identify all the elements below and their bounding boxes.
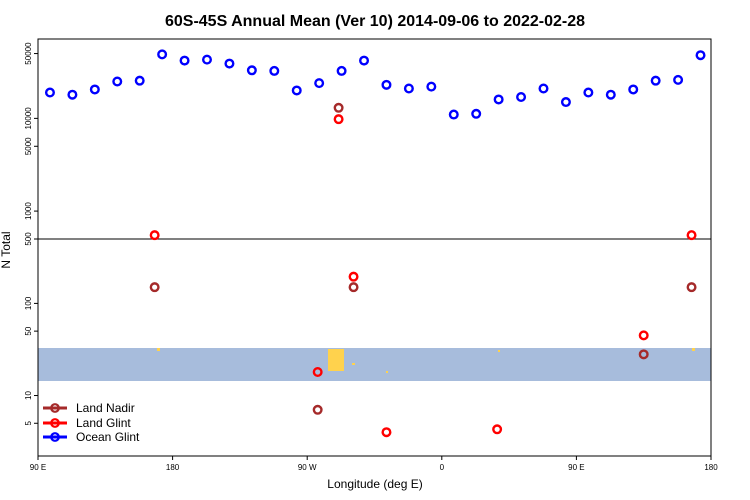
- data-points: [44, 49, 706, 438]
- point-ocean-glint: [67, 89, 78, 100]
- point-ocean-glint: [112, 76, 123, 87]
- point-ocean-glint: [650, 75, 661, 86]
- point-ocean-glint: [291, 85, 302, 96]
- point-ocean-glint: [201, 54, 212, 65]
- point-ocean-glint: [448, 109, 459, 120]
- point-ocean-glint: [403, 83, 414, 94]
- point-land-glint: [348, 271, 359, 282]
- point-land-glint: [686, 230, 697, 241]
- legend-item-land-glint: Land Glint: [43, 416, 131, 430]
- x-tick-label: 0: [440, 463, 445, 472]
- point-ocean-glint: [583, 87, 594, 98]
- land-patches: [157, 348, 695, 373]
- x-tick-label: 180: [704, 463, 718, 472]
- ocean-band: [38, 348, 711, 381]
- y-tick-label: 50: [24, 326, 33, 335]
- land-patch: [386, 371, 388, 373]
- x-tick-label: 90 E: [568, 463, 584, 472]
- point-ocean-glint: [471, 108, 482, 119]
- y-tick-label: 5: [24, 420, 33, 425]
- point-ocean-glint: [381, 79, 392, 90]
- y-tick-label: 10: [24, 391, 33, 400]
- point-ocean-glint: [359, 55, 370, 66]
- legend-label-land-nadir: Land Nadir: [76, 401, 135, 415]
- point-ocean-glint: [157, 49, 168, 60]
- point-ocean-glint: [493, 94, 504, 105]
- map-band: [38, 348, 711, 381]
- legend-marker: [50, 403, 60, 413]
- point-ocean-glint: [673, 74, 684, 85]
- point-land-glint: [312, 367, 323, 378]
- point-ocean-glint: [269, 65, 280, 76]
- land-patch: [498, 350, 500, 352]
- point-land-nadir: [638, 349, 649, 360]
- land-patch: [332, 356, 342, 366]
- y-tick-label: 500: [24, 232, 33, 246]
- point-ocean-glint: [605, 89, 616, 100]
- point-ocean-glint: [314, 78, 325, 89]
- axis-ticks: 90 E 180 90 W 0 90 E 180 1000 5000 10000 50000 5 10…: [24, 42, 718, 472]
- point-ocean-glint: [179, 55, 190, 66]
- y-tick-label: 10000: [24, 107, 33, 130]
- legend-marker: [50, 418, 60, 428]
- point-ocean-glint: [695, 50, 706, 61]
- point-ocean-glint: [516, 92, 527, 103]
- x-tick-label: 180: [166, 463, 180, 472]
- point-ocean-glint: [560, 97, 571, 108]
- legend: Land Nadir Land Glint Ocean Glint: [43, 401, 140, 444]
- legend-label-ocean-glint: Ocean Glint: [76, 430, 140, 444]
- point-land-nadir: [686, 282, 697, 293]
- point-land-nadir: [348, 282, 359, 293]
- plot-frame: [37, 38, 712, 457]
- y-tick-label: 1000: [24, 202, 33, 220]
- point-ocean-glint: [89, 84, 100, 95]
- legend-item-land-nadir: Land Nadir: [43, 401, 135, 415]
- legend-label-land-glint: Land Glint: [76, 416, 131, 430]
- point-land-glint: [149, 230, 160, 241]
- y-tick-label: 100: [24, 296, 33, 310]
- point-ocean-glint: [426, 81, 437, 92]
- land-patch: [692, 348, 695, 351]
- point-ocean-glint: [628, 84, 639, 95]
- x-tick-label: 90 E: [30, 463, 46, 472]
- x-tick-label: 90 W: [298, 463, 317, 472]
- point-ocean-glint: [246, 65, 257, 76]
- y-tick-label: 5000: [24, 137, 33, 155]
- chart-title: 60S-45S Annual Mean (Ver 10) 2014-09-06 …: [165, 13, 585, 30]
- point-ocean-glint: [224, 58, 235, 69]
- point-land-glint: [492, 424, 503, 435]
- point-land-glint: [381, 427, 392, 438]
- x-axis-label: Longitude (deg E): [327, 477, 422, 491]
- legend-marker: [50, 432, 60, 442]
- legend-item-ocean-glint: Ocean Glint: [43, 430, 140, 444]
- point-land-glint: [333, 114, 344, 125]
- point-ocean-glint: [134, 75, 145, 86]
- land-patch: [352, 363, 355, 365]
- point-land-nadir: [333, 102, 344, 113]
- point-land-glint: [638, 330, 649, 341]
- point-ocean-glint: [538, 83, 549, 94]
- y-tick-label: 50000: [24, 42, 33, 65]
- point-ocean-glint: [44, 87, 55, 98]
- point-ocean-glint: [336, 65, 347, 76]
- point-land-nadir: [312, 404, 323, 415]
- y-axis-label: N Total: [0, 231, 13, 268]
- land-patch: [157, 348, 160, 351]
- point-land-nadir: [149, 282, 160, 293]
